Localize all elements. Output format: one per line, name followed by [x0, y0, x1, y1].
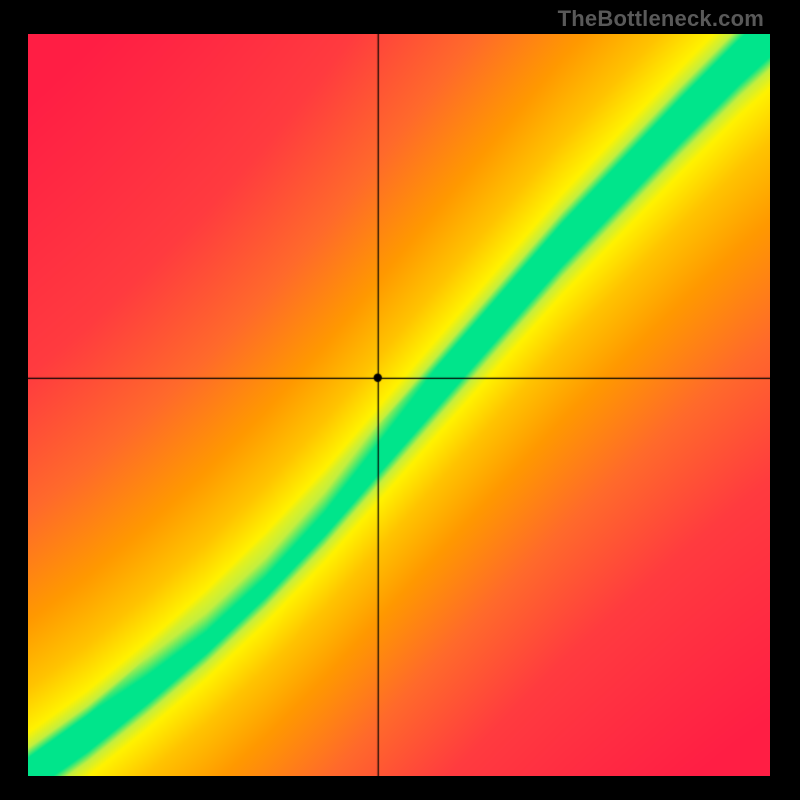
heatmap-canvas: [28, 34, 770, 776]
plot-area: [28, 34, 770, 776]
watermark-text: TheBottleneck.com: [558, 6, 764, 32]
chart-container: TheBottleneck.com: [0, 0, 800, 800]
